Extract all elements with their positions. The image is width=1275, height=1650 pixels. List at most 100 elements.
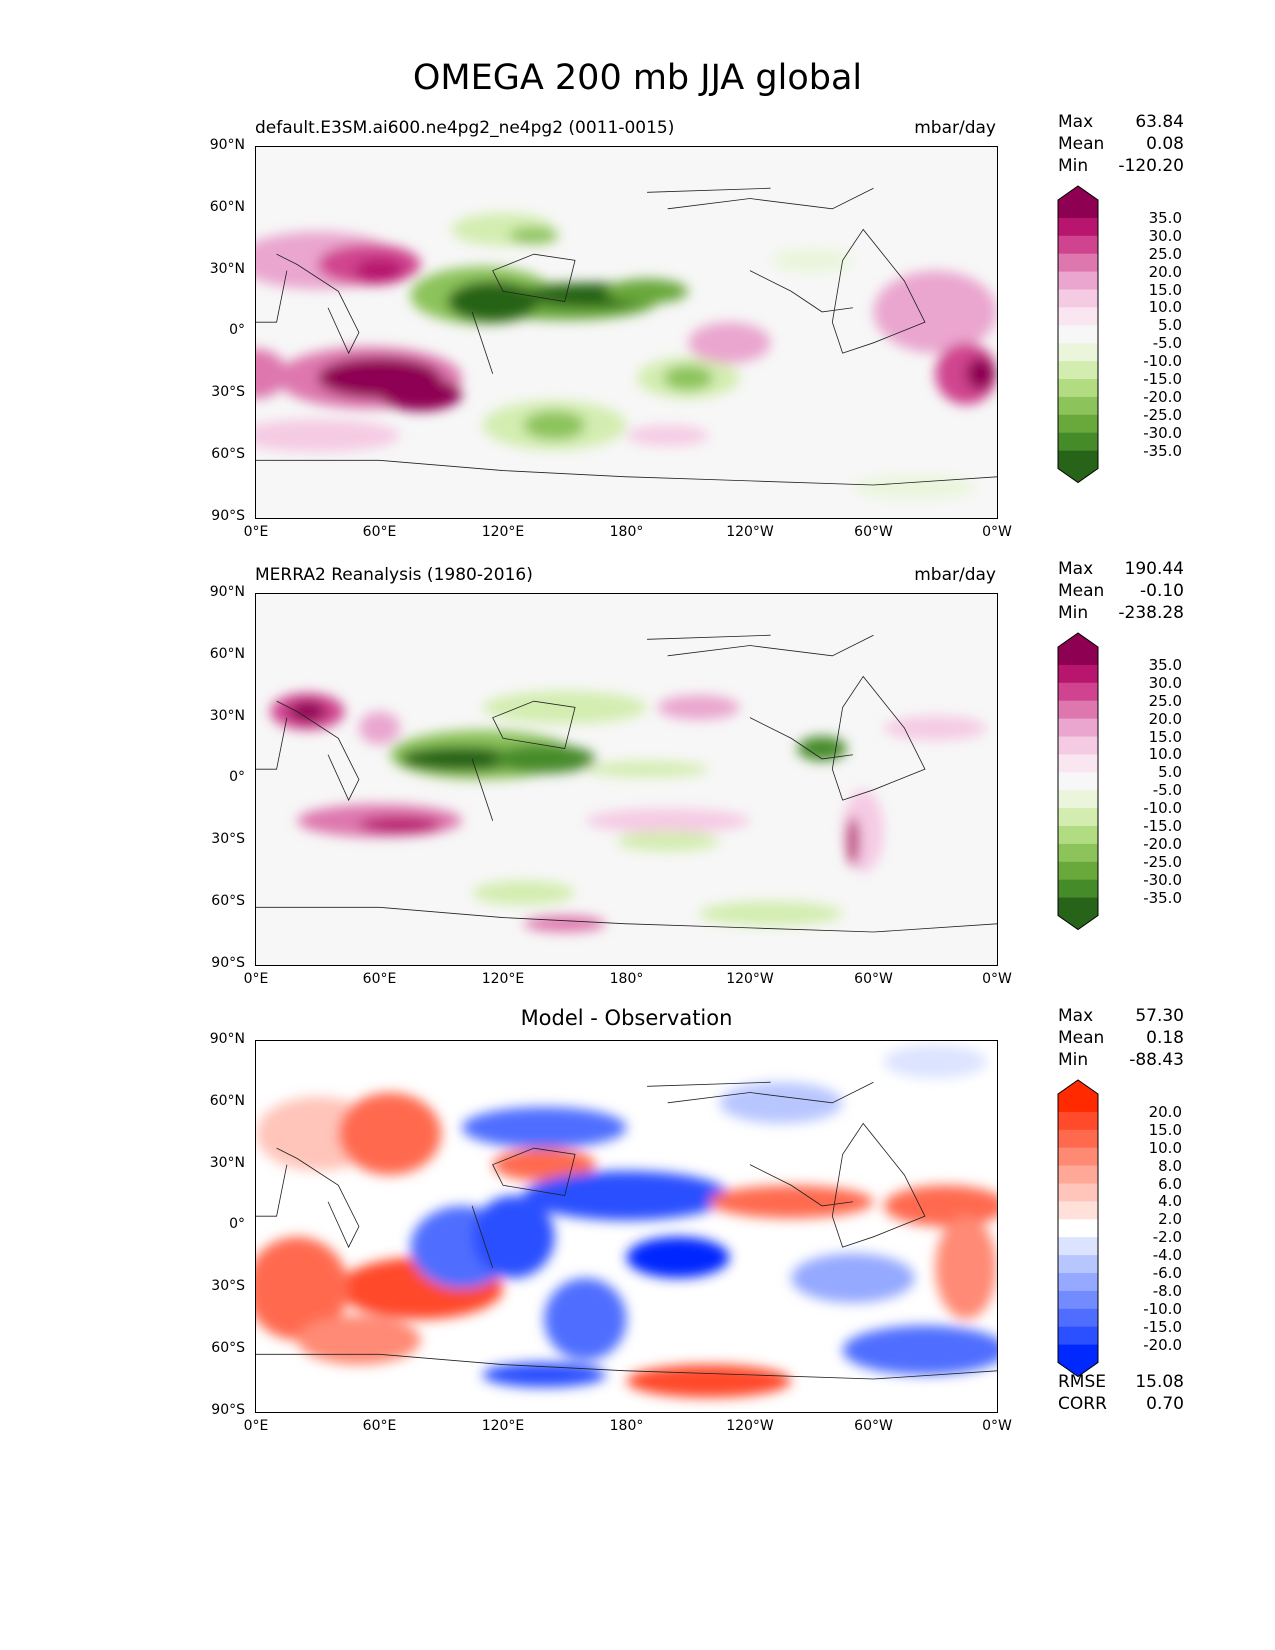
contour-region bbox=[791, 1253, 915, 1303]
contour-region bbox=[379, 377, 462, 411]
y-tick-label: 90°S bbox=[211, 1401, 245, 1418]
stat-value: 0.08 bbox=[1146, 134, 1184, 154]
error-stats-box: RMSE 15.08 CORR 0.70 bbox=[1058, 1371, 1184, 1415]
colorbar-level-label: 2.0 bbox=[1158, 1210, 1182, 1229]
map-axes bbox=[255, 1040, 998, 1413]
stat-row: Min -120.20 bbox=[1058, 155, 1184, 177]
contour-region bbox=[605, 278, 689, 304]
x-tick-label: 120°E bbox=[481, 971, 525, 987]
colorbar-segment bbox=[1058, 450, 1098, 469]
colorbar-segment bbox=[1058, 1219, 1098, 1238]
colorbar bbox=[1056, 632, 1100, 935]
colorbar-segment bbox=[1058, 379, 1098, 398]
colorbar-segment bbox=[1058, 217, 1098, 237]
colorbar-level-label: 4.0 bbox=[1158, 1192, 1182, 1211]
stat-label: Min bbox=[1058, 603, 1089, 623]
x-tick-label: 0°W bbox=[982, 971, 1012, 987]
contour-region bbox=[883, 715, 987, 741]
colorbar-extend-max bbox=[1058, 1080, 1098, 1094]
contour-region bbox=[719, 1082, 843, 1124]
colorbar-segment bbox=[1058, 1129, 1098, 1149]
colorbar-segment bbox=[1058, 253, 1098, 273]
colorbar-extend-min bbox=[1058, 1362, 1098, 1377]
colorbar-segment bbox=[1058, 1147, 1098, 1167]
colorbar-segment bbox=[1058, 718, 1098, 737]
colorbar-segment bbox=[1058, 1326, 1098, 1346]
stat-value: -0.10 bbox=[1140, 581, 1184, 601]
x-tick-label: 180° bbox=[609, 971, 644, 987]
colorbar-segment bbox=[1058, 289, 1098, 308]
contour-region bbox=[472, 880, 576, 906]
panel-model: default.E3SM.ai600.ne4pg2_ne4pg2 (0011-0… bbox=[0, 110, 1275, 550]
colorbar-level-label: 30.0 bbox=[1148, 226, 1182, 245]
contour-region bbox=[482, 1362, 606, 1388]
contour-region bbox=[523, 1170, 730, 1221]
x-tick-label: 60°W bbox=[854, 971, 893, 987]
colorbar-segment bbox=[1058, 343, 1098, 362]
contour-region bbox=[256, 1236, 349, 1340]
colorbar bbox=[1056, 1079, 1100, 1382]
stat-value: -88.43 bbox=[1129, 1050, 1184, 1070]
colorbar-level-label: 8.0 bbox=[1158, 1156, 1182, 1175]
y-tick-label: 90°N bbox=[209, 137, 245, 153]
contour-region bbox=[883, 1045, 987, 1079]
contour-region bbox=[492, 744, 596, 774]
contour-region bbox=[883, 1185, 997, 1227]
stat-value: 0.18 bbox=[1146, 1028, 1184, 1048]
colorbar-level-label: -10.0 bbox=[1143, 352, 1182, 371]
stat-label: Max bbox=[1058, 112, 1094, 132]
colorbar-level-label: 6.0 bbox=[1158, 1174, 1182, 1193]
stat-value: 190.44 bbox=[1124, 559, 1184, 579]
colorbar bbox=[1056, 185, 1100, 488]
panel-title: MERRA2 Reanalysis (1980-2016) bbox=[255, 565, 533, 585]
x-tick-label: 0°W bbox=[982, 1418, 1012, 1434]
y-tick-label: 60°N bbox=[209, 198, 245, 215]
stat-label: Max bbox=[1058, 559, 1094, 579]
y-tick-label: 30°S bbox=[211, 831, 245, 848]
colorbar-level-label: 20.0 bbox=[1148, 262, 1182, 281]
contour-region bbox=[256, 348, 287, 399]
colorbar-segment bbox=[1058, 790, 1098, 809]
colorbar-segment bbox=[1058, 307, 1098, 326]
contour-region bbox=[846, 816, 860, 867]
colorbar-level-label: 25.0 bbox=[1148, 691, 1182, 710]
contour-region bbox=[288, 701, 326, 722]
colorbar-segment bbox=[1058, 682, 1098, 702]
colorbar-level-label: -20.0 bbox=[1143, 834, 1182, 853]
colorbar-segment bbox=[1058, 879, 1098, 899]
stat-value: 0.70 bbox=[1146, 1394, 1184, 1414]
colorbar-segment bbox=[1058, 861, 1098, 881]
panel-title: Model - Observation bbox=[520, 1006, 733, 1030]
colorbar-level-label: 35.0 bbox=[1148, 655, 1182, 674]
x-tick-label: 120°W bbox=[726, 1418, 774, 1434]
contour-region bbox=[663, 365, 713, 391]
x-tick-label: 180° bbox=[609, 1418, 644, 1434]
colorbar-segment bbox=[1058, 736, 1098, 755]
contour-region bbox=[523, 915, 606, 933]
stat-value: 15.08 bbox=[1135, 1372, 1184, 1392]
colorbar-segment bbox=[1058, 1237, 1098, 1256]
panel-observation: MERRA2 Reanalysis (1980-2016) mbar/day M… bbox=[0, 557, 1275, 997]
colorbar-level-label: 15.0 bbox=[1148, 1120, 1182, 1139]
contour-region bbox=[354, 258, 405, 284]
stat-value: -238.28 bbox=[1118, 603, 1184, 623]
colorbar-level-label: 5.0 bbox=[1158, 763, 1182, 782]
contour-region bbox=[770, 247, 853, 273]
stat-value: 57.30 bbox=[1135, 1006, 1184, 1026]
colorbar-segment bbox=[1058, 432, 1098, 452]
contour-region bbox=[585, 808, 750, 834]
colorbar-segment bbox=[1058, 1344, 1098, 1363]
stat-row: Max 190.44 bbox=[1058, 558, 1184, 580]
contour-region bbox=[544, 1278, 627, 1361]
y-tick-label: 30°N bbox=[209, 1154, 245, 1171]
contour-region bbox=[935, 1216, 997, 1320]
x-tick-label: 60°W bbox=[854, 524, 893, 540]
colorbar-level-label: -10.0 bbox=[1143, 799, 1182, 818]
y-tick-label: 60°S bbox=[211, 446, 245, 462]
colorbar-level-label: 30.0 bbox=[1148, 673, 1182, 692]
x-tick-label: 0°E bbox=[243, 1418, 269, 1434]
colorbar-level-label: -35.0 bbox=[1143, 441, 1182, 460]
contour-region bbox=[966, 357, 995, 391]
contour-region bbox=[873, 270, 997, 354]
